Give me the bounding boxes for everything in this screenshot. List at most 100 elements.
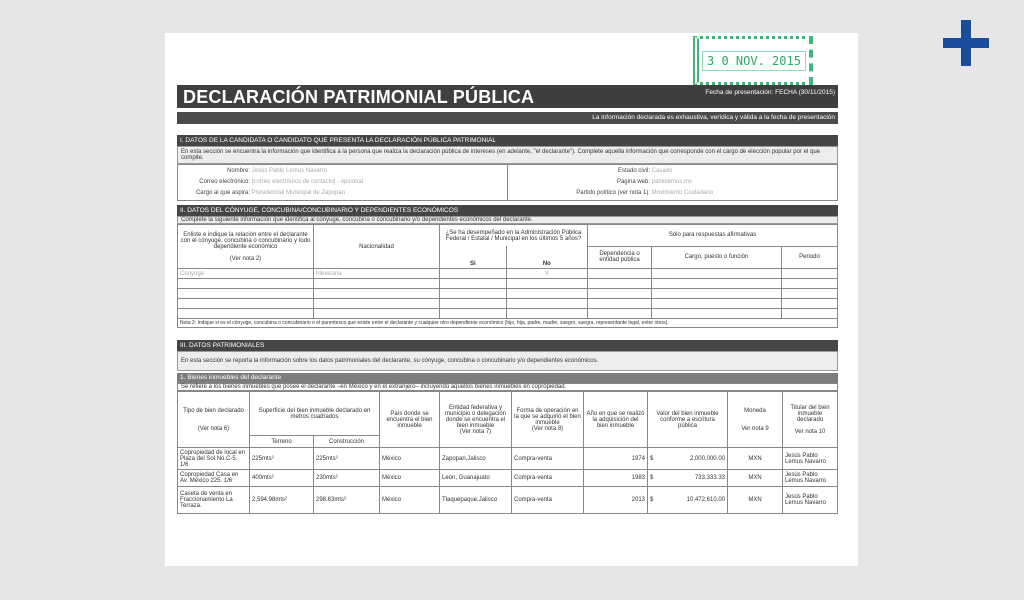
value-cell: 10,472,610.00: [657, 486, 728, 514]
col-operation-note: (Ver nota 8): [531, 425, 564, 432]
document-page: 3 0 NOV. 2015 DECLARACIÓN PATRIMONIAL PÚ…: [165, 33, 858, 566]
nationality-cell: Mexicana: [313, 268, 440, 279]
entity-cell: Zapopan,Jalisco: [439, 447, 512, 470]
field-label: Nombre:: [226, 168, 250, 174]
section-2: II. DATOS DEL CÓNYUGE, CONCUBINA/CONCUBI…: [177, 205, 838, 328]
field-label: Estado civil:: [617, 168, 650, 174]
veracity-statement: La información declarada es exhaustiva, …: [177, 112, 838, 124]
relation-cell: Cónyuge: [177, 268, 314, 279]
field-value: Presidencial Municipal de Zapopan: [251, 190, 346, 196]
field-value: pablolemus.mx: [651, 179, 693, 185]
stamp-date: 3 0 NOV. 2015: [702, 50, 806, 71]
section-2-header: II. DATOS DEL CÓNYUGE, CONCUBINA/CONCUBI…: [177, 205, 838, 216]
field-value: Jesús Pablo Lemus Navarro: [251, 168, 328, 174]
country-cell: México: [379, 469, 440, 487]
year-cell: 1974: [583, 447, 648, 470]
col-public-admin: ¿Se ha desempeñado en la Administración …: [439, 224, 588, 247]
field-value: [correo electrónico de contacto] - opcio…: [251, 179, 364, 185]
section-1: I. DATOS DE LA CANDIDATA O CANDIDATO QUE…: [177, 135, 838, 201]
type-cell: Caseta de venta en Fraccionamiento La Te…: [177, 486, 250, 514]
col-type: Tipo de bien declarado: [183, 407, 244, 414]
currency-cell: MXN: [727, 447, 783, 470]
col-position: Cargo, puesto o función: [651, 245, 782, 270]
land-cell: 2,594.98mts²: [249, 486, 314, 514]
table-row: [177, 308, 838, 319]
col-agency: Dependencia o entidad pública: [587, 245, 652, 270]
country-cell: México: [379, 447, 440, 470]
section-1-intro: En esta sección se encuentra la informac…: [177, 146, 838, 164]
type-cell: Copropiedad Casa en Av. México 225. 1/6: [177, 469, 250, 487]
section-3-intro: En esta sección se reporta la informació…: [177, 351, 838, 371]
section-1-header: I. DATOS DE LA CANDIDATA O CANDIDATO QUE…: [177, 135, 838, 146]
country-cell: México: [379, 486, 440, 514]
col-currency: Moneda: [744, 407, 766, 414]
col-surface: Superficie del bien inmueble declarado e…: [249, 391, 380, 436]
subsection-1-intro: Se refiere a los bienes inmuebles que po…: [177, 383, 838, 391]
real-estate-table: Tipo de bien declarado (Ver nota 6) Super…: [177, 391, 838, 514]
table-row: [177, 278, 838, 289]
table-row: Copropiedad Casa en Av. México 225. 1/6 …: [177, 469, 838, 487]
col-nationality: Nacionalidad: [313, 224, 440, 269]
no-cell: X: [505, 268, 589, 279]
title-bar: DECLARACIÓN PATRIMONIAL PÚBLICA Fecha de…: [177, 85, 838, 108]
col-yes: Si: [439, 246, 507, 270]
owner-cell: Jesús Pablo Lemus Navarro: [782, 469, 838, 487]
candidate-fields: Nombre: Jesús Pablo Lemus Navarro Correo…: [177, 164, 838, 201]
table-row: Caseta de venta en Fraccionamiento La Te…: [177, 486, 838, 514]
note-2: Nota 2: Indique si es el cónyuge, concub…: [177, 318, 838, 328]
col-land: Terreno: [249, 435, 314, 448]
col-relation: Enliste e indique la relación entre el d…: [180, 231, 311, 250]
year-cell: 1983: [583, 469, 648, 487]
operation-cell: Compra-venta: [511, 447, 584, 470]
col-currency-note: Ver nota 9: [741, 425, 769, 432]
col-period: Periodo: [781, 245, 838, 270]
currency-cell: MXN: [727, 469, 783, 487]
col-country: País donde se encuentra el bien inmueble: [379, 391, 440, 448]
section-3: III. DATOS PATRIMONIALES En esta sección…: [177, 340, 838, 514]
construction-cell: 225mts²: [313, 447, 380, 470]
table-row: [177, 298, 838, 309]
yes-cell: [439, 268, 507, 279]
construction-cell: 230mts²: [313, 469, 380, 487]
currency-symbol: $: [647, 447, 658, 470]
plus-icon[interactable]: [943, 20, 989, 66]
col-construction: Construcción: [313, 435, 380, 448]
col-affirmative: Sólo para respuestas afirmativas: [587, 224, 838, 247]
field-label: Correo electrónico:: [199, 179, 250, 185]
type-cell: Copropiedad de local en Plaza del Sol No…: [177, 447, 250, 470]
construction-cell: 298.63mts²: [313, 486, 380, 514]
field-label: Página web:: [616, 179, 650, 185]
col-no: No: [505, 246, 589, 270]
currency-symbol: $: [647, 486, 658, 514]
currency-symbol: $: [647, 469, 658, 487]
table-row: [177, 288, 838, 299]
land-cell: 225mts²: [249, 447, 314, 470]
entity-cell: Tlaquepaque,Jalisco: [439, 486, 512, 514]
section-2-intro: Complete la siguiente información que id…: [177, 216, 838, 224]
entity-cell: León, Guanajuato: [439, 469, 512, 487]
year-cell: 2013: [583, 486, 648, 514]
section-3-header: III. DATOS PATRIMONIALES: [177, 340, 838, 351]
col-entity-note: (Ver nota 7): [459, 428, 492, 435]
field-value: Movimiento Ciudadano: [651, 190, 714, 196]
presentation-date: Fecha de presentación: FECHA (30/11/2015…: [705, 89, 835, 96]
table-row: Copropiedad de local en Plaza del Sol No…: [177, 447, 838, 470]
received-stamp: 3 0 NOV. 2015: [693, 36, 813, 85]
col-entity: Entidad federativa y municipio o delegac…: [444, 404, 507, 429]
col-operation: Forma de operación en la que se adquirió…: [514, 407, 581, 426]
dependents-table: Enliste e indique la relación entre el d…: [177, 224, 838, 328]
owner-cell: Jesús Pablo Lemus Navarro: [782, 447, 838, 470]
owner-cell: Jesús Pablo Lemus Navarro: [782, 486, 838, 514]
land-cell: 400mts²: [249, 469, 314, 487]
field-value: Casado: [651, 168, 673, 174]
currency-cell: MXN: [727, 486, 783, 514]
col-relation-note: (Ver nota 2): [229, 255, 262, 262]
field-label: Cargo al que aspira:: [195, 190, 250, 196]
col-type-note: (Ver nota 6): [197, 425, 230, 432]
value-cell: 733,333.33: [657, 469, 728, 487]
operation-cell: Compra-venta: [511, 486, 584, 514]
operation-cell: Compra-venta: [511, 469, 584, 487]
value-cell: 2,000,000.00: [657, 447, 728, 470]
col-value: Valor del bien inmueble conforme a escri…: [647, 391, 728, 448]
col-owner-note: Ver nota 10: [794, 428, 826, 435]
